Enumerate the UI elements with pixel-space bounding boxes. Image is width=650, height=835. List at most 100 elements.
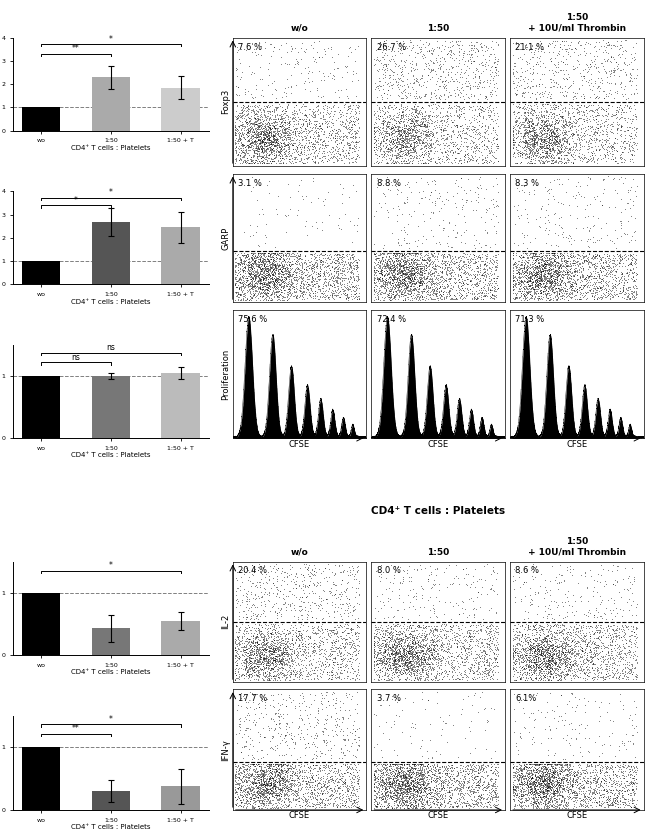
- Point: [231, 286, 242, 299]
- Point: [378, 776, 389, 789]
- Point: [607, 149, 618, 163]
- Point: [543, 110, 554, 124]
- Point: [430, 252, 440, 266]
- Point: [298, 277, 308, 291]
- Point: [489, 777, 500, 790]
- Point: [547, 651, 557, 665]
- Point: [259, 786, 269, 799]
- Point: [540, 651, 550, 665]
- Point: [542, 766, 552, 779]
- Point: [556, 665, 567, 679]
- Point: [326, 775, 336, 788]
- Point: [312, 729, 322, 742]
- Point: [517, 275, 527, 288]
- Point: [335, 129, 346, 143]
- Point: [395, 761, 406, 774]
- Point: [263, 793, 274, 807]
- Point: [443, 101, 453, 114]
- Point: [307, 249, 317, 262]
- Point: [378, 652, 389, 665]
- Point: [548, 785, 558, 798]
- Point: [330, 636, 340, 650]
- Point: [281, 280, 291, 293]
- Point: [458, 800, 468, 813]
- Point: [418, 230, 428, 243]
- Point: [408, 781, 418, 794]
- Point: [566, 119, 576, 133]
- Point: [407, 662, 417, 676]
- Point: [370, 757, 381, 771]
- Point: [567, 62, 578, 75]
- Point: [377, 271, 387, 285]
- Point: [387, 132, 397, 145]
- Point: [280, 255, 290, 268]
- Point: [377, 634, 387, 647]
- Point: [544, 251, 554, 265]
- Point: [310, 643, 320, 656]
- Point: [521, 56, 532, 69]
- Point: [370, 620, 381, 634]
- Point: [248, 630, 258, 643]
- Point: [468, 672, 478, 686]
- Point: [517, 763, 528, 777]
- Point: [590, 793, 600, 807]
- Point: [538, 664, 549, 677]
- Point: [399, 135, 410, 149]
- Point: [628, 775, 638, 788]
- Point: [527, 252, 538, 266]
- Point: [346, 660, 356, 673]
- Point: [370, 774, 380, 787]
- Point: [536, 274, 547, 287]
- Point: [445, 288, 455, 301]
- Point: [455, 253, 465, 266]
- Point: [243, 266, 254, 280]
- Point: [616, 644, 627, 657]
- Point: [287, 261, 297, 275]
- Point: [347, 761, 358, 774]
- Point: [328, 661, 338, 675]
- Point: [397, 794, 408, 807]
- Point: [376, 154, 386, 168]
- Point: [271, 147, 281, 160]
- Point: [584, 269, 595, 282]
- Point: [392, 140, 402, 154]
- Point: [318, 725, 328, 738]
- Point: [387, 144, 397, 158]
- Point: [486, 787, 496, 801]
- Point: [543, 780, 554, 793]
- Point: [264, 246, 274, 260]
- Point: [298, 279, 309, 292]
- Point: [533, 769, 543, 782]
- Point: [463, 648, 474, 661]
- Point: [601, 762, 612, 775]
- Point: [314, 590, 324, 603]
- Point: [393, 773, 404, 787]
- Point: [528, 249, 538, 262]
- Point: [569, 284, 579, 297]
- Point: [586, 255, 597, 268]
- Point: [273, 625, 283, 638]
- Point: [601, 270, 611, 283]
- Point: [616, 63, 626, 77]
- Point: [419, 771, 429, 784]
- Point: [424, 258, 434, 271]
- Point: [395, 660, 405, 673]
- Point: [567, 280, 577, 293]
- Point: [476, 758, 487, 772]
- Point: [539, 799, 549, 812]
- Point: [486, 289, 497, 302]
- Point: [265, 651, 275, 665]
- Point: [307, 737, 317, 751]
- Point: [372, 272, 383, 286]
- Point: [397, 122, 408, 135]
- Point: [529, 250, 539, 263]
- Point: [292, 776, 303, 789]
- Point: [411, 655, 422, 668]
- Point: [254, 640, 264, 654]
- Point: [434, 285, 444, 298]
- Point: [382, 789, 393, 802]
- Point: [266, 257, 277, 271]
- Point: [616, 155, 627, 169]
- Point: [543, 265, 554, 278]
- Point: [380, 762, 390, 775]
